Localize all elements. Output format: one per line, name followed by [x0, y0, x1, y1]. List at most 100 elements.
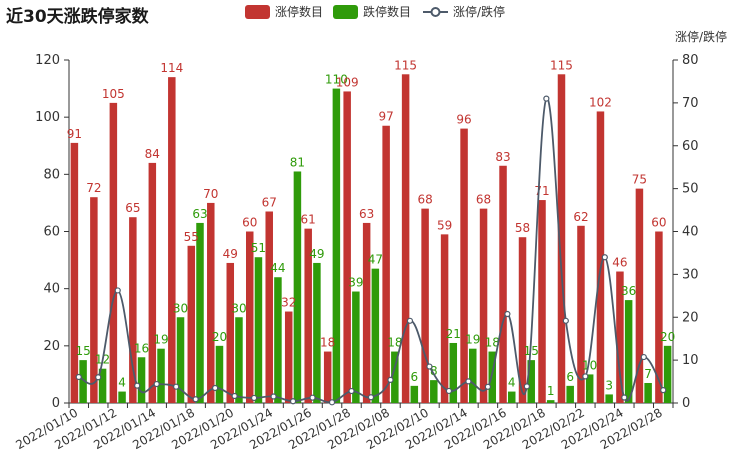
bar-down: [449, 342, 458, 403]
bar-down-label: 63: [192, 207, 207, 221]
bar-up: [635, 188, 644, 403]
bar-up: [577, 225, 585, 403]
bar-down-label: 15: [75, 344, 90, 358]
y-left-tick-label: 100: [35, 110, 60, 125]
y-right-tick-label: 0: [682, 396, 690, 411]
ratio-point: [640, 353, 647, 361]
y-right-tick-label: 40: [682, 225, 699, 240]
bar-up: [109, 102, 118, 403]
bar-up: [538, 200, 546, 403]
bar-up: [343, 91, 351, 404]
bar-down-label: 19: [153, 333, 168, 347]
bar-up: [401, 74, 410, 404]
bar-down: [469, 348, 477, 403]
bar-up-label: 67: [262, 195, 277, 209]
bar-down-label: 49: [309, 247, 324, 261]
bar-up-label: 97: [378, 110, 393, 124]
bar-up-label: 102: [589, 95, 612, 109]
bar-down: [313, 262, 321, 403]
bar-up-label: 71: [534, 184, 549, 198]
y-right-tick-label: 60: [682, 139, 699, 154]
bar-down-label: 21: [446, 327, 461, 341]
bar-up: [421, 208, 429, 403]
bar-up: [460, 128, 468, 403]
bar-up: [226, 262, 235, 403]
bar-down: [274, 277, 282, 403]
bar-up: [499, 165, 507, 403]
ratio-point: [192, 396, 199, 403]
bar-up-label: 63: [359, 207, 374, 221]
bar-down: [254, 257, 263, 403]
bar-up: [616, 271, 624, 403]
bar-down: [546, 400, 555, 403]
bar-down: [79, 360, 87, 403]
bar-up: [265, 211, 273, 403]
bar-down: [196, 222, 204, 403]
bar-down-label: 15: [524, 344, 539, 358]
bar-up: [304, 228, 312, 403]
y-left-tick-label: 60: [43, 225, 60, 240]
bar-up-label: 75: [632, 173, 647, 187]
bar-up-label: 59: [437, 218, 452, 232]
ratio-point: [406, 317, 414, 324]
bar-up-label: 18: [320, 336, 335, 350]
bar-down: [98, 368, 107, 403]
bar-up: [168, 77, 176, 404]
bar-down-label: 20: [660, 330, 675, 344]
bar-up-label: 32: [281, 296, 296, 310]
bar-down-label: 8: [430, 364, 438, 378]
bar-down-label: 30: [231, 301, 246, 315]
y-right-tick-label: 70: [682, 96, 699, 111]
bar-down-label: 36: [621, 284, 636, 298]
ratio-point: [328, 399, 336, 406]
bar-down-label: 81: [290, 155, 305, 169]
ratio-point: [562, 317, 569, 324]
bar-up: [596, 111, 605, 403]
ratio-point: [114, 287, 121, 294]
bar-down: [663, 345, 672, 403]
bar-down-label: 18: [387, 336, 402, 350]
bar-up-label: 60: [242, 216, 257, 230]
ratio-point: [231, 392, 238, 400]
bar-up: [245, 231, 254, 403]
bar-up-label: 105: [102, 87, 125, 101]
page-title: 近30天涨跌停家数: [6, 7, 149, 27]
ratio-point: [582, 373, 589, 380]
bar-down: [118, 391, 126, 403]
bar-up: [557, 74, 566, 404]
bar-down-label: 39: [348, 276, 363, 290]
ratio-point: [348, 387, 355, 395]
ratio-point: [465, 378, 472, 385]
ratio-line: [78, 97, 665, 404]
bar-down: [157, 348, 165, 403]
ratio-point: [212, 384, 219, 392]
ratio-point: [173, 383, 180, 390]
bar-up-label: 115: [394, 58, 417, 72]
bar-down: [527, 360, 535, 403]
bar-down-label: 16: [134, 341, 149, 355]
bar-up-label: 60: [651, 216, 666, 230]
bar-up: [284, 311, 293, 403]
bar-down: [293, 171, 302, 403]
bar-down-label: 6: [566, 370, 574, 384]
bar-down-label: 7: [644, 367, 652, 381]
bar-up-label: 58: [515, 221, 530, 235]
bar-down: [352, 291, 360, 403]
bar-up-label: 109: [336, 75, 359, 89]
bar-up-label: 68: [476, 193, 491, 207]
ratio-point: [270, 393, 277, 400]
ratio-point: [543, 95, 550, 102]
ratio-point: [445, 387, 453, 395]
bar-up: [70, 142, 79, 403]
bar-up-label: 61: [301, 213, 316, 227]
bar-up: [440, 234, 449, 403]
bar-up-label: 55: [184, 230, 199, 244]
legend-swatch-1: [245, 5, 270, 19]
bar-up-label: 114: [160, 61, 183, 75]
bar-down: [605, 394, 613, 403]
ratio-point: [250, 394, 258, 402]
ratio-point: [134, 382, 141, 389]
y-left-tick-label: 40: [43, 282, 60, 297]
bar-down: [488, 351, 497, 403]
